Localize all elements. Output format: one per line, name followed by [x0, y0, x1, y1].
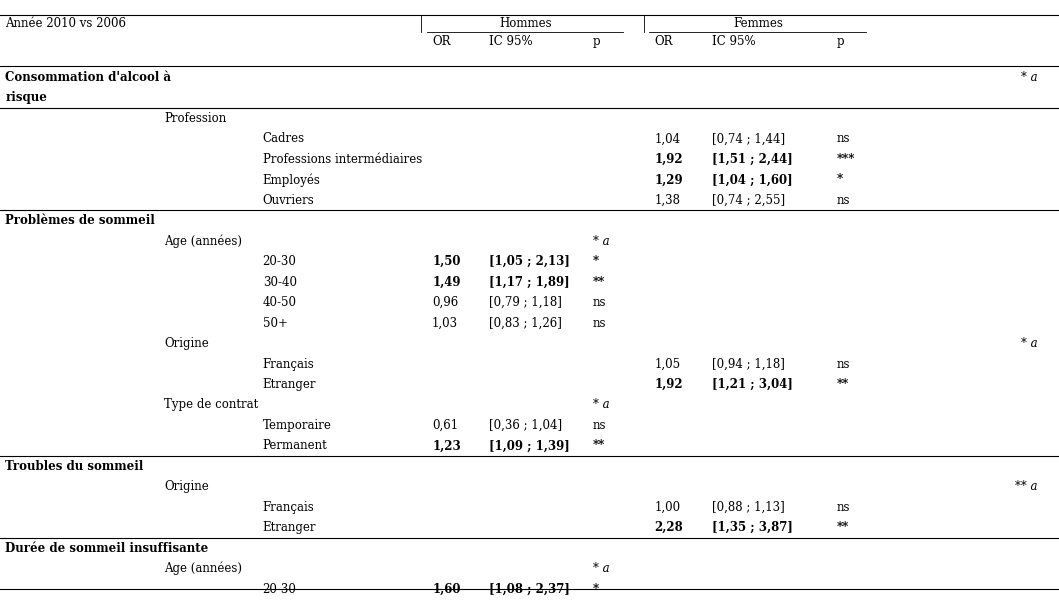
Text: [0,74 ; 2,55]: [0,74 ; 2,55] [712, 194, 785, 206]
Text: 1,38: 1,38 [654, 194, 681, 206]
Text: Profession: Profession [164, 112, 227, 125]
Text: 1,60: 1,60 [432, 583, 461, 595]
Text: * a: * a [593, 562, 610, 575]
Text: Professions intermédiaires: Professions intermédiaires [263, 153, 421, 166]
Text: 1,04: 1,04 [654, 132, 681, 145]
Text: 2,28: 2,28 [654, 521, 683, 534]
Text: ns: ns [593, 296, 607, 309]
Text: * a: * a [1021, 337, 1038, 350]
Text: 20-30: 20-30 [263, 255, 297, 268]
Text: risque: risque [5, 92, 48, 104]
Text: Ouvriers: Ouvriers [263, 194, 315, 206]
Text: *: * [593, 583, 599, 595]
Text: Etranger: Etranger [263, 378, 317, 391]
Text: ns: ns [593, 419, 607, 432]
Text: ns: ns [837, 132, 850, 145]
Text: * a: * a [593, 235, 610, 247]
Text: [1,17 ; 1,89]: [1,17 ; 1,89] [489, 276, 570, 288]
Text: ns: ns [837, 501, 850, 514]
Text: [1,04 ; 1,60]: [1,04 ; 1,60] [712, 173, 792, 186]
Text: **: ** [837, 378, 849, 391]
Text: OR: OR [654, 35, 672, 48]
Text: p: p [593, 35, 600, 48]
Text: Permanent: Permanent [263, 439, 327, 452]
Text: *: * [593, 255, 599, 268]
Text: [0,79 ; 1,18]: [0,79 ; 1,18] [489, 296, 562, 309]
Text: 50+: 50+ [263, 317, 287, 329]
Text: Français: Français [263, 358, 315, 370]
Text: ***: *** [837, 153, 855, 166]
Text: [1,05 ; 2,13]: [1,05 ; 2,13] [489, 255, 570, 268]
Text: Age (années): Age (années) [164, 562, 243, 576]
Text: [0,94 ; 1,18]: [0,94 ; 1,18] [712, 358, 785, 370]
Text: Durée de sommeil insuffisante: Durée de sommeil insuffisante [5, 542, 209, 554]
Text: 1,92: 1,92 [654, 153, 683, 166]
Text: 40-50: 40-50 [263, 296, 297, 309]
Text: 20-30: 20-30 [263, 583, 297, 595]
Text: Français: Français [263, 501, 315, 514]
Text: [0,74 ; 1,44]: [0,74 ; 1,44] [712, 132, 785, 145]
Text: 1,50: 1,50 [432, 255, 461, 268]
Text: * a: * a [593, 399, 610, 411]
Text: 1,92: 1,92 [654, 378, 683, 391]
Text: * a: * a [1021, 71, 1038, 84]
Text: ns: ns [837, 194, 850, 206]
Text: 1,05: 1,05 [654, 358, 681, 370]
Text: IC 95%: IC 95% [712, 35, 755, 48]
Text: Origine: Origine [164, 480, 209, 493]
Text: 0,96: 0,96 [432, 296, 459, 309]
Text: IC 95%: IC 95% [489, 35, 533, 48]
Text: ** a: ** a [1016, 480, 1038, 493]
Text: Age (années): Age (années) [164, 234, 243, 248]
Text: [1,35 ; 3,87]: [1,35 ; 3,87] [712, 521, 792, 534]
Text: 30-40: 30-40 [263, 276, 297, 288]
Text: **: ** [593, 276, 606, 288]
Text: **: ** [593, 439, 606, 452]
Text: Troubles du sommeil: Troubles du sommeil [5, 460, 144, 473]
Text: p: p [837, 35, 844, 48]
Text: Femmes: Femmes [734, 17, 784, 30]
Text: 1,29: 1,29 [654, 173, 683, 186]
Text: 1,00: 1,00 [654, 501, 681, 514]
Text: Hommes: Hommes [500, 17, 552, 30]
Text: [1,08 ; 2,37]: [1,08 ; 2,37] [489, 583, 570, 595]
Text: Etranger: Etranger [263, 521, 317, 534]
Text: 0,61: 0,61 [432, 419, 459, 432]
Text: **: ** [837, 521, 849, 534]
Text: 1,23: 1,23 [432, 439, 461, 452]
Text: [1,09 ; 1,39]: [1,09 ; 1,39] [489, 439, 570, 452]
Text: [1,21 ; 3,04]: [1,21 ; 3,04] [712, 378, 792, 391]
Text: *: * [837, 173, 843, 186]
Text: [0,36 ; 1,04]: [0,36 ; 1,04] [489, 419, 562, 432]
Text: ns: ns [837, 358, 850, 370]
Text: Consommation d'alcool à: Consommation d'alcool à [5, 71, 172, 84]
Text: [1,51 ; 2,44]: [1,51 ; 2,44] [712, 153, 792, 166]
Text: [0,83 ; 1,26]: [0,83 ; 1,26] [489, 317, 562, 329]
Text: Cadres: Cadres [263, 132, 305, 145]
Text: Type de contrat: Type de contrat [164, 399, 258, 411]
Text: Temporaire: Temporaire [263, 419, 331, 432]
Text: 1,03: 1,03 [432, 317, 459, 329]
Text: Année 2010 vs 2006: Année 2010 vs 2006 [5, 17, 126, 30]
Text: Problèmes de sommeil: Problèmes de sommeil [5, 214, 155, 227]
Text: Employés: Employés [263, 173, 321, 187]
Text: ns: ns [593, 317, 607, 329]
Text: [0,88 ; 1,13]: [0,88 ; 1,13] [712, 501, 785, 514]
Text: OR: OR [432, 35, 450, 48]
Text: Origine: Origine [164, 337, 209, 350]
Text: 1,49: 1,49 [432, 276, 461, 288]
